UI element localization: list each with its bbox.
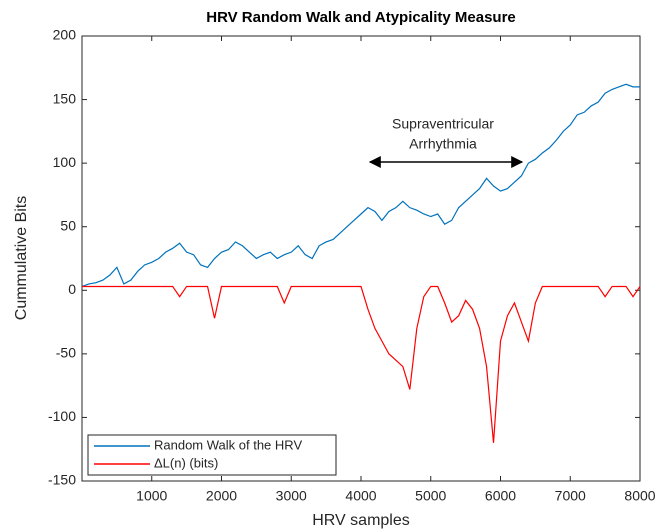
- x-tick-label: 6000: [485, 488, 516, 504]
- y-tick-label: 200: [53, 27, 77, 43]
- x-tick-label: 1000: [136, 488, 167, 504]
- plot: [81, 35, 641, 482]
- x-tick-label: 7000: [555, 488, 586, 504]
- y-tick-label: 0: [68, 281, 76, 297]
- line: [82, 285, 641, 443]
- y-tick-label: -50: [56, 345, 76, 361]
- y-tick-label: 150: [53, 90, 77, 106]
- y-tick-label: -100: [48, 408, 76, 424]
- annotation-box: [372, 110, 522, 160]
- plot-area: [81, 35, 641, 482]
- y-axis-label: Cummulative Bits: [13, 196, 30, 320]
- annotation: Arrhythmia: [409, 136, 477, 152]
- y-tick-label: 50: [60, 217, 76, 233]
- x-axis-label: HRV samples: [312, 512, 410, 529]
- y-tick-label: -150: [48, 472, 76, 488]
- x-tick-label: 3000: [276, 488, 307, 504]
- y-tick-label: 100: [53, 154, 77, 170]
- legend-label: Random Walk of the HRV: [154, 437, 302, 452]
- x-tick-label: 2000: [206, 488, 237, 504]
- line: [81, 83, 640, 288]
- x-tick-label: 5000: [415, 488, 446, 504]
- legend-box: [87, 434, 337, 476]
- x-tick-label: 8000: [624, 488, 655, 504]
- annotation: Supraventricular: [392, 116, 494, 132]
- legend-label: ΔL(n) (bits): [154, 455, 218, 470]
- x-tick-label: 4000: [345, 488, 376, 504]
- chart-title: HRV Random Walk and Atypicality Measure: [206, 9, 516, 26]
